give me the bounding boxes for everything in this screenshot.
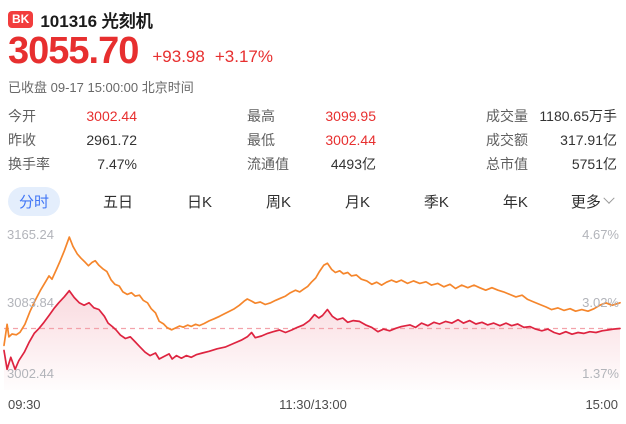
stats-col-2: 最高 3099.95 最低 3002.44 流通值 4493亿 <box>247 104 376 176</box>
x-axis: 09:30 11:30/13:00 15:00 <box>0 390 626 412</box>
title-row: BK 101316 光刻机 <box>8 9 618 31</box>
stat-open: 今开 3002.44 <box>8 108 137 124</box>
price-change-group: +93.98 +3.17% <box>152 47 273 68</box>
market-status: 已收盘 09-17 15:00:00 北京时间 <box>8 80 194 95</box>
tab-intraday[interactable]: 分时 <box>8 186 61 216</box>
stats-col-3: 成交量 1180.65万手 成交额 317.91亿 总市值 5751亿 <box>486 104 617 176</box>
stat-float-value: 流通值 4493亿 <box>247 156 376 172</box>
stat-low: 最低 3002.44 <box>247 132 376 148</box>
intraday-chart-svg[interactable] <box>0 222 626 390</box>
tab-monthly-k[interactable]: 月K <box>344 193 370 211</box>
tab-yearly-k[interactable]: 年K <box>502 193 528 211</box>
price-row: 3055.70 +93.98 +3.17% <box>8 30 618 72</box>
page-title: 101316 光刻机 <box>40 11 153 31</box>
intraday-chart[interactable]: 3165.24 3083.84 3002.44 4.67% 3.02% 1.37… <box>0 222 626 390</box>
tab-daily-k[interactable]: 日K <box>186 193 212 211</box>
sector-type-badge: BK <box>8 10 34 28</box>
stat-turnover-rate: 换手率 7.47% <box>8 156 137 172</box>
tab-quarterly-k[interactable]: 季K <box>423 193 449 211</box>
price-change: +93.98 <box>152 47 205 66</box>
stat-turnover-amount: 成交额 317.91亿 <box>486 132 617 148</box>
current-price: 3055.70 <box>8 30 139 72</box>
stat-market-cap: 总市值 5751亿 <box>486 156 617 172</box>
price-change-percent: +3.17% <box>214 47 273 66</box>
stats-grid: 今开 3002.44 昨收 2961.72 换手率 7.47% 最高 3099.… <box>0 96 626 176</box>
x-axis-tick-midday: 11:30/13:00 <box>279 397 347 412</box>
price-area-fill <box>4 290 620 390</box>
quote-header: BK 101316 光刻机 3055.70 +93.98 +3.17% 已收盘 … <box>0 0 626 96</box>
x-axis-tick-close: 15:00 <box>585 397 618 412</box>
tab-five-day[interactable]: 五日 <box>102 193 133 211</box>
stats-col-1: 今开 3002.44 昨收 2961.72 换手率 7.47% <box>8 104 137 176</box>
stat-prev-close: 昨收 2961.72 <box>8 132 137 148</box>
x-axis-tick-open: 09:30 <box>8 397 41 412</box>
stat-volume: 成交量 1180.65万手 <box>486 108 617 124</box>
stat-high: 最高 3099.95 <box>247 108 376 124</box>
percent-line <box>3 236 621 347</box>
tab-weekly-k[interactable]: 周K <box>265 193 291 211</box>
chevron-down-icon <box>603 192 615 204</box>
price-line <box>3 289 621 371</box>
more-menu-button[interactable]: 更多 <box>571 191 615 212</box>
period-tab-bar: 分时 五日 日K 周K 月K 季K 年K 更多 <box>0 176 626 216</box>
